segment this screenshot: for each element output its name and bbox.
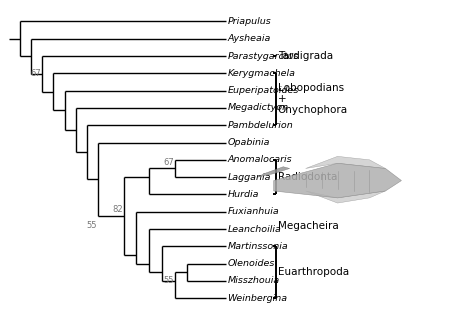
Text: Olenoides: Olenoides: [227, 259, 275, 268]
Text: Megacheira: Megacheira: [278, 220, 338, 230]
Text: Laggania: Laggania: [227, 173, 271, 182]
Text: Fuxianhuia: Fuxianhuia: [227, 207, 279, 216]
Text: 67: 67: [163, 158, 174, 167]
Text: Anomalocaris: Anomalocaris: [227, 155, 292, 164]
Text: Lobopodians
+
Onychophora: Lobopodians + Onychophora: [278, 83, 348, 115]
Text: 55: 55: [163, 276, 174, 285]
Text: 55: 55: [86, 221, 97, 230]
Polygon shape: [274, 163, 401, 198]
Text: Aysheaia: Aysheaia: [227, 34, 271, 43]
Text: Euperipatoides: Euperipatoides: [227, 86, 299, 95]
Text: Martinssonia: Martinssonia: [227, 242, 288, 251]
Text: Hurdia: Hurdia: [227, 190, 259, 199]
Text: Priapulus: Priapulus: [227, 17, 271, 26]
Text: Pambdelurion: Pambdelurion: [227, 121, 293, 130]
Text: 67: 67: [31, 69, 41, 78]
Text: Tardigrada: Tardigrada: [278, 51, 333, 61]
Text: Euarthropoda: Euarthropoda: [278, 267, 349, 277]
Text: Leanchoilia: Leanchoilia: [227, 225, 281, 234]
Text: Misszhouia: Misszhouia: [227, 276, 279, 285]
Text: Kerygmachela: Kerygmachela: [227, 69, 295, 78]
Polygon shape: [258, 167, 290, 177]
Text: Opabinia: Opabinia: [227, 138, 270, 147]
Polygon shape: [306, 191, 386, 203]
Text: Parastygarctus: Parastygarctus: [227, 52, 299, 61]
Text: 82: 82: [112, 205, 123, 214]
Text: Weinbergina: Weinbergina: [227, 294, 288, 303]
Polygon shape: [306, 156, 386, 169]
Text: Radiodonta: Radiodonta: [278, 172, 337, 182]
Text: Megadictyon: Megadictyon: [227, 104, 288, 113]
